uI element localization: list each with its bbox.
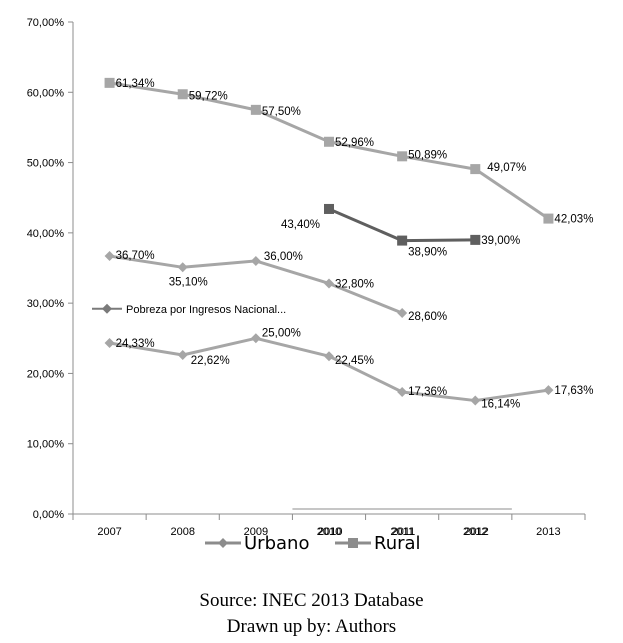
data-point: [104, 251, 115, 262]
data-point: [250, 333, 261, 344]
chart-data-labels: 61,34% 59,72% 57,50% 52,96% 50,89% 49,07% 42,0…: [116, 78, 594, 411]
legend-marker: [348, 538, 358, 548]
data-point: [397, 151, 408, 162]
drawn-by-caption: Drawn up by: Authors: [226, 616, 397, 637]
data-label: 22,45%: [335, 355, 374, 367]
data-label: 42,03%: [554, 214, 593, 226]
x-tick-label: 2012: [463, 526, 487, 538]
data-label: 38,90%: [408, 247, 447, 259]
x-tick-label: 2013: [536, 526, 560, 538]
chart-axes: 0,00% 10,00% 20,00% 30,00% 40,00% 50,00% 60,00…: [27, 17, 586, 538]
data-label: 17,63%: [554, 385, 593, 397]
data-label: 17,36%: [408, 386, 447, 398]
data-label: 59,72%: [189, 90, 228, 102]
data-point: [470, 164, 481, 175]
data-point: [543, 213, 554, 224]
data-label: 43,40%: [281, 219, 320, 231]
data-label: 36,70%: [116, 250, 155, 262]
data-point: [104, 337, 115, 348]
data-point: [324, 351, 334, 362]
series-line: [109, 81, 550, 220]
data-point: [177, 89, 188, 100]
data-label: 36,00%: [264, 251, 303, 263]
data-label: 28,60%: [408, 311, 447, 323]
data-point: [543, 385, 554, 396]
series-line: [109, 336, 549, 403]
data-point: [177, 350, 188, 361]
data-label: 32,80%: [335, 278, 374, 290]
data-label: 16,14%: [481, 399, 520, 411]
legend-label: Rural: [374, 533, 421, 554]
data-point: [470, 395, 481, 406]
y-tick-label: 20,00%: [27, 368, 65, 380]
data-point: [397, 386, 408, 397]
source-caption: Source: INEC 2013 Database: [199, 590, 424, 611]
x-tick-label-overprint: 2010: [318, 526, 342, 538]
data-point: [324, 136, 334, 147]
legend-label: Urbano: [244, 533, 309, 554]
y-tick-label: 10,00%: [27, 439, 65, 451]
y-tick-label: 30,00%: [27, 298, 65, 310]
y-tick-label: 50,00%: [27, 158, 65, 170]
y-tick-label: 60,00%: [27, 87, 65, 99]
data-point: [177, 262, 188, 273]
data-label: 57,50%: [262, 106, 301, 118]
data-point: [324, 203, 334, 214]
chart-legend: Pobreza por Ingresos Nacional... Urbano Ru…: [92, 303, 421, 554]
data-point: [250, 104, 261, 115]
x-tick-label: 2011: [390, 526, 414, 538]
x-tick-label: 2010: [317, 526, 341, 538]
data-label: 39,00%: [481, 235, 520, 247]
data-point: [250, 255, 261, 266]
data-label: 50,89%: [408, 149, 447, 161]
data-point: [397, 307, 408, 318]
y-tick-label: 70,00%: [27, 17, 65, 29]
line-chart: 0,00% 10,00% 20,00% 30,00% 40,00% 50,00% 60,00…: [27, 17, 594, 554]
inline-legend-label: Pobreza por Ingresos Nacional...: [126, 304, 286, 316]
data-point: [104, 77, 115, 88]
data-label: 49,07%: [487, 162, 526, 174]
data-point: [324, 278, 334, 289]
x-tick-label: 2009: [244, 526, 268, 538]
x-tick-label: 2008: [170, 526, 194, 538]
data-label: 61,34%: [116, 78, 155, 90]
x-tick-label: 2007: [97, 526, 121, 538]
y-tick-label: 40,00%: [27, 228, 65, 240]
inline-legend-marker: [102, 303, 112, 314]
x-tick-label-overprint: 2012: [464, 526, 488, 538]
data-point: [397, 235, 408, 246]
data-label: 24,33%: [116, 338, 155, 350]
data-label: 25,00%: [262, 327, 301, 339]
x-tick-label-overprint: 2011: [392, 526, 416, 538]
legend-marker: [218, 538, 228, 548]
chart-series: [104, 77, 554, 406]
data-label: 35,10%: [169, 276, 208, 288]
data-label: 52,96%: [335, 137, 374, 149]
data-label: 22,62%: [191, 355, 230, 367]
data-point: [470, 234, 481, 245]
y-tick-label: 0,00%: [33, 509, 64, 521]
